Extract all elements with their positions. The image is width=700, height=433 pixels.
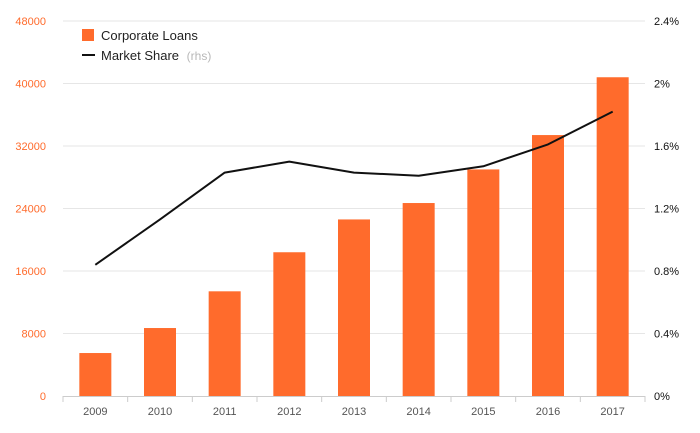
- bar: [208, 291, 241, 396]
- right-tick-label: 2%: [654, 79, 670, 91]
- legend-line-name: Market Share: [101, 48, 179, 63]
- x-tick-label: 2012: [277, 406, 301, 418]
- left-tick-label: 8000: [22, 329, 46, 341]
- legend-bars-label: Corporate Loans: [101, 28, 198, 43]
- left-tick-label: 48000: [15, 16, 46, 28]
- right-tick-label: 0%: [654, 391, 670, 403]
- x-tick-label: 2016: [536, 406, 560, 418]
- bar: [596, 77, 629, 396]
- x-tick-label: 2017: [600, 406, 624, 418]
- legend-bar-swatch: [82, 29, 94, 41]
- right-axis: 0% 0.4% 0.8% 1.2% 1.6% 2% 2.4%: [654, 16, 679, 403]
- bar: [402, 203, 435, 396]
- right-tick-label: 2.4%: [654, 16, 679, 28]
- x-tick-label: 2011: [213, 406, 237, 418]
- right-tick-label: 0.4%: [654, 329, 679, 341]
- left-tick-label: 24000: [15, 204, 46, 216]
- legend-line-note: (rhs): [187, 49, 212, 63]
- right-tick-label: 0.8%: [654, 266, 679, 278]
- left-tick-label: 32000: [15, 141, 46, 153]
- right-tick-label: 1.2%: [654, 204, 679, 216]
- x-axis: 2009 2010 2011 2012 2013 2014 2015 2016 2017: [62, 396, 646, 418]
- legend: Corporate Loans Market Share (rhs): [82, 28, 211, 63]
- x-tick-label: 2010: [148, 406, 172, 418]
- x-tick-label: 2015: [471, 406, 495, 418]
- legend-line-label: Market Share (rhs): [101, 48, 211, 63]
- bar: [273, 252, 306, 396]
- bar-series: [79, 77, 629, 396]
- bar: [467, 169, 500, 396]
- x-tick-label: 2014: [406, 406, 430, 418]
- bar: [532, 135, 564, 396]
- bar: [338, 219, 370, 396]
- left-axis: 0 8000 16000 24000 32000 40000 48000: [15, 16, 46, 403]
- right-tick-label: 1.6%: [654, 141, 679, 153]
- left-tick-label: 0: [40, 391, 46, 403]
- left-tick-label: 40000: [15, 79, 46, 91]
- line-series: [94, 110, 614, 266]
- bar: [144, 328, 176, 396]
- market-share-line: [94, 110, 614, 266]
- left-tick-label: 16000: [15, 266, 46, 278]
- x-tick-label: 2009: [83, 406, 107, 418]
- x-tick-label: 2013: [342, 406, 366, 418]
- bar: [79, 353, 112, 396]
